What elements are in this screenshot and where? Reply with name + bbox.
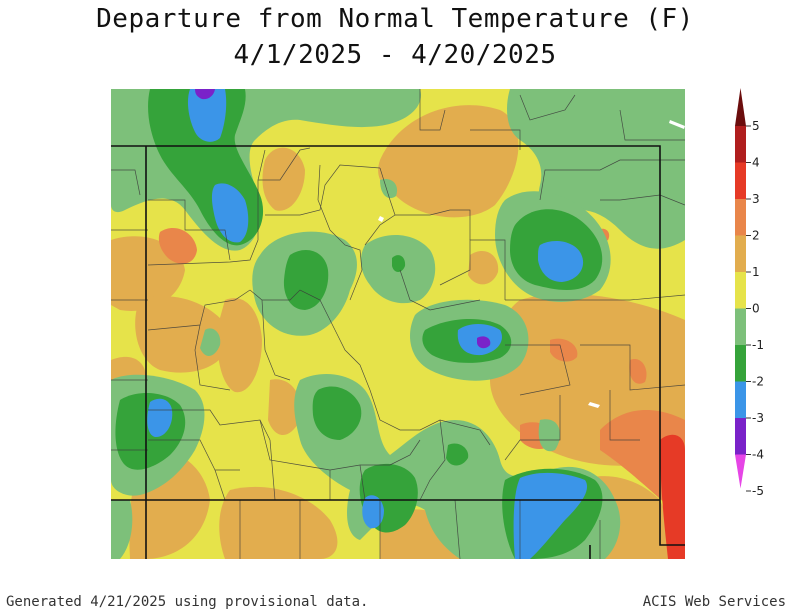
legend-tick-label: 5 [752, 119, 760, 133]
legend-swatch [735, 345, 746, 382]
legend-tick-label: -1 [752, 338, 764, 352]
temperature-anomaly-field [111, 89, 685, 559]
legend-swatch [735, 272, 746, 309]
state-boundaries [111, 145, 685, 559]
anomaly-minus-4-areas [195, 89, 491, 349]
anomaly-plus-3-areas [660, 434, 685, 559]
legend-tick-label: 2 [752, 229, 760, 243]
anomaly-minus-3-areas [147, 89, 588, 559]
legend-swatch [735, 235, 746, 273]
generated-note: Generated 4/21/2025 using provisional da… [6, 594, 369, 610]
legend-bottom-arrow [735, 454, 746, 489]
legend-swatch [735, 162, 746, 200]
color-scale-legend: 5 4 3 2 1 0 -1 -2 -3 -4 -5 [735, 88, 764, 498]
legend-tick-label: 3 [752, 192, 760, 206]
legend-ticks: 5 4 3 2 1 0 -1 -2 -3 -4 -5 [746, 119, 764, 498]
map-title: Departure from Normal Temperature (F) [96, 4, 694, 34]
legend-swatch [735, 199, 746, 236]
legend-tick-label: -2 [752, 375, 764, 389]
legend-tick-label: -4 [752, 448, 764, 462]
legend-top-arrow [735, 88, 746, 126]
legend-tick-label: -3 [752, 411, 764, 425]
source-credit: ACIS Web Services [642, 594, 786, 610]
legend-swatch [735, 126, 746, 163]
legend-swatch [735, 418, 746, 455]
lake-features [378, 120, 685, 408]
county-boundaries [111, 89, 685, 559]
map-date-range: 4/1/2025 - 4/20/2025 [233, 40, 557, 70]
legend-tick-label: 4 [752, 156, 760, 170]
legend-tick-label: -5 [752, 484, 764, 498]
legend-swatch [735, 381, 746, 419]
legend-color-bar [735, 88, 746, 489]
legend-tick-label: 0 [752, 302, 760, 316]
legend-tick-label: 1 [752, 265, 760, 279]
legend-swatch [735, 308, 746, 346]
